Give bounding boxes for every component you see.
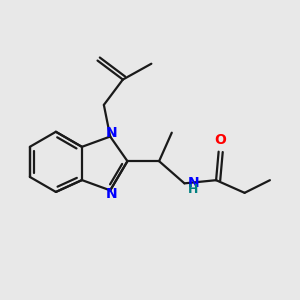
Text: N: N	[188, 176, 200, 190]
Text: H: H	[188, 182, 199, 196]
Text: N: N	[106, 126, 118, 140]
Text: N: N	[106, 187, 118, 201]
Text: O: O	[214, 133, 226, 147]
